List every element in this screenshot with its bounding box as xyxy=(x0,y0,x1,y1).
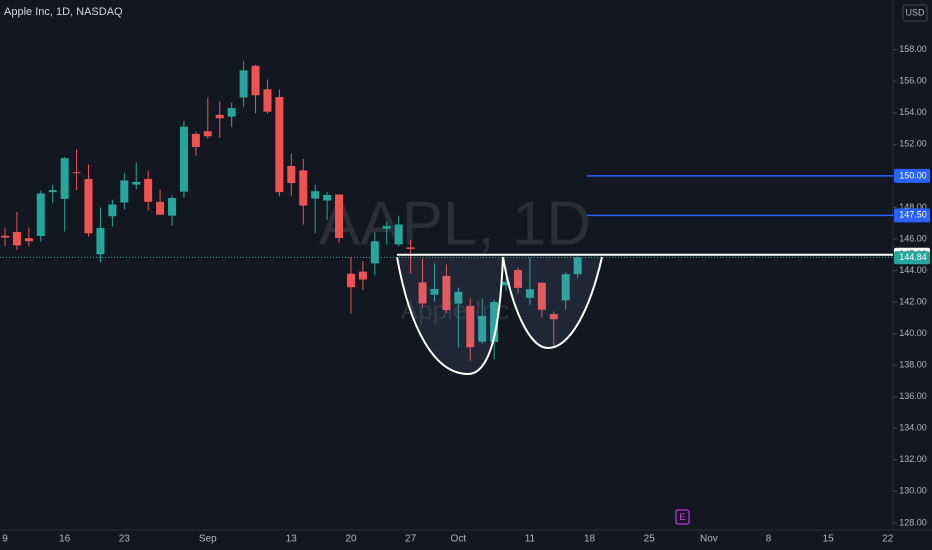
x-tick-label: 16 xyxy=(59,534,71,545)
candle-body xyxy=(418,282,427,304)
y-tick-label: 158.00 xyxy=(899,44,927,54)
y-tick-label: 154.00 xyxy=(899,107,927,117)
candle-body xyxy=(502,281,511,286)
candle-body xyxy=(394,224,403,245)
y-tick-label: 130.00 xyxy=(899,486,927,496)
x-tick-label: 11 xyxy=(525,534,536,545)
watermark: AAPL, 1D xyxy=(319,189,591,258)
last-price-label: 144.84 xyxy=(899,252,927,262)
candle-body xyxy=(478,316,487,342)
candle-body xyxy=(72,172,81,174)
candle-body xyxy=(203,131,212,137)
candle-body xyxy=(132,181,141,185)
earnings-marker[interactable]: E xyxy=(679,512,685,522)
currency-label: USD xyxy=(905,7,925,17)
level-label: 147.50 xyxy=(899,210,927,220)
y-tick-label: 152.00 xyxy=(899,139,927,149)
candle-body xyxy=(573,257,582,275)
x-tick-label: 27 xyxy=(405,534,417,545)
candle-body xyxy=(561,274,570,301)
candle-body xyxy=(251,65,260,96)
candle-body xyxy=(48,190,57,193)
cup-fill xyxy=(503,257,602,348)
candle-body xyxy=(1,235,9,238)
candle-body xyxy=(84,179,93,234)
candle-body xyxy=(370,241,379,264)
x-tick-label: Oct xyxy=(451,534,467,545)
candle-body xyxy=(227,108,236,117)
handle-curve xyxy=(502,256,603,350)
candle-body xyxy=(287,165,296,183)
y-tick-label: 144.00 xyxy=(899,265,927,275)
x-tick-label: 9 xyxy=(2,534,8,545)
candle-body xyxy=(466,305,475,348)
candle-body xyxy=(24,238,33,242)
x-tick-label: Nov xyxy=(700,534,718,545)
x-tick-label: Sep xyxy=(199,534,217,545)
candle-body xyxy=(358,271,367,280)
level-label: 150.00 xyxy=(899,170,927,180)
candle-body xyxy=(108,204,117,217)
candle-body xyxy=(537,282,546,310)
candle-body xyxy=(191,133,200,148)
candle-body xyxy=(156,201,165,215)
currency-box xyxy=(902,4,928,22)
candle-body xyxy=(513,270,522,288)
candle-body xyxy=(179,126,188,192)
chart-title: Apple Inc, 1D, NASDAQ xyxy=(4,6,123,18)
candle-body xyxy=(60,158,69,199)
x-tick-label: 15 xyxy=(823,534,835,545)
candle-body xyxy=(144,178,153,202)
candle-body xyxy=(263,89,272,112)
candle-body xyxy=(120,180,129,203)
candle-body xyxy=(430,288,439,295)
candle-body xyxy=(454,291,463,304)
candle-body xyxy=(12,232,21,246)
x-tick-label: 8 xyxy=(766,534,772,545)
candle-body xyxy=(323,194,332,201)
candle-body xyxy=(299,170,308,206)
x-tick-label: 13 xyxy=(286,534,298,545)
x-tick-label: 23 xyxy=(119,534,131,545)
y-tick-label: 138.00 xyxy=(899,360,927,370)
candle-body xyxy=(239,70,248,98)
y-tick-label: 146.00 xyxy=(899,233,927,243)
last-price-tag xyxy=(894,251,930,265)
y-tick-label: 140.00 xyxy=(899,328,927,338)
y-tick-label: 134.00 xyxy=(899,423,927,433)
y-tick-label: 156.00 xyxy=(899,76,927,86)
x-tick-label: 25 xyxy=(644,534,656,545)
candle-body xyxy=(442,275,451,310)
level-tag xyxy=(894,168,930,183)
level-tag xyxy=(894,208,930,223)
candle-body xyxy=(406,247,415,249)
candle-body xyxy=(335,194,344,239)
x-tick-label: 18 xyxy=(584,534,596,545)
y-tick-label: 142.00 xyxy=(899,296,927,306)
candle-body xyxy=(346,273,355,288)
y-tick-label: 148.00 xyxy=(899,202,927,212)
candle-body xyxy=(275,97,284,193)
x-tick-label: 22 xyxy=(882,534,894,545)
y-tick-label: 136.00 xyxy=(899,391,927,401)
earnings-box[interactable] xyxy=(675,509,690,525)
y-tick-label: 128.00 xyxy=(899,517,927,527)
candle-body xyxy=(525,289,534,298)
candle-body xyxy=(168,197,177,216)
candle-body xyxy=(490,302,499,342)
candle-body xyxy=(36,193,45,236)
y-tick-label: 132.00 xyxy=(899,454,927,464)
candle-body xyxy=(215,114,224,119)
cup-fill xyxy=(397,257,503,374)
candle-body xyxy=(382,225,391,229)
candle-body xyxy=(549,314,558,320)
x-tick-label: 20 xyxy=(345,534,357,545)
candle-body xyxy=(96,227,105,255)
candle-body xyxy=(311,191,320,199)
cup-curve xyxy=(396,256,504,376)
